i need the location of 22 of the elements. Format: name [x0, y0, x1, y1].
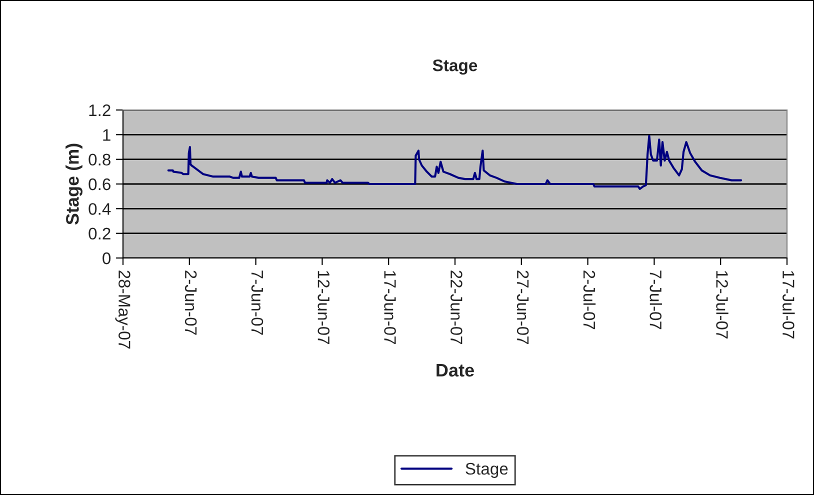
x-tick-label: 12-Jul-07 — [716, 271, 728, 338]
x-tick-label: 27-Jun-07 — [516, 270, 529, 344]
y-tick-label: 0.4 — [88, 203, 111, 215]
x-tick-label: 28-May-07 — [115, 270, 130, 349]
y-tick-label: 0 — [102, 252, 111, 264]
x-tick-label: 22-Jun-07 — [450, 270, 462, 344]
y-tick-label: 1 — [103, 129, 110, 141]
x-tick-label: 17-Jul-07 — [782, 271, 795, 338]
y-tick-label: 0.8 — [88, 154, 110, 166]
y-axis-title: Stage (m) — [66, 144, 82, 225]
y-tick-label: 0.6 — [88, 178, 110, 190]
x-tick-label: 2-Jul-07 — [583, 270, 596, 330]
x-tick-label: 7-Jun-07 — [251, 270, 264, 335]
x-tick-label: 17-Jun-07 — [384, 271, 396, 344]
chart-title: Stage — [432, 59, 478, 75]
legend-label: Stage — [466, 462, 508, 478]
x-tick-label: 12-Jun-07 — [318, 271, 330, 344]
x-tick-label: 7-Jul-07 — [650, 270, 662, 330]
y-tick-label: 1.2 — [89, 104, 110, 116]
x-axis-title: Date — [436, 364, 474, 377]
x-tick-label: 2-Jun-07 — [184, 270, 197, 335]
y-tick-label: 0.2 — [88, 228, 110, 240]
